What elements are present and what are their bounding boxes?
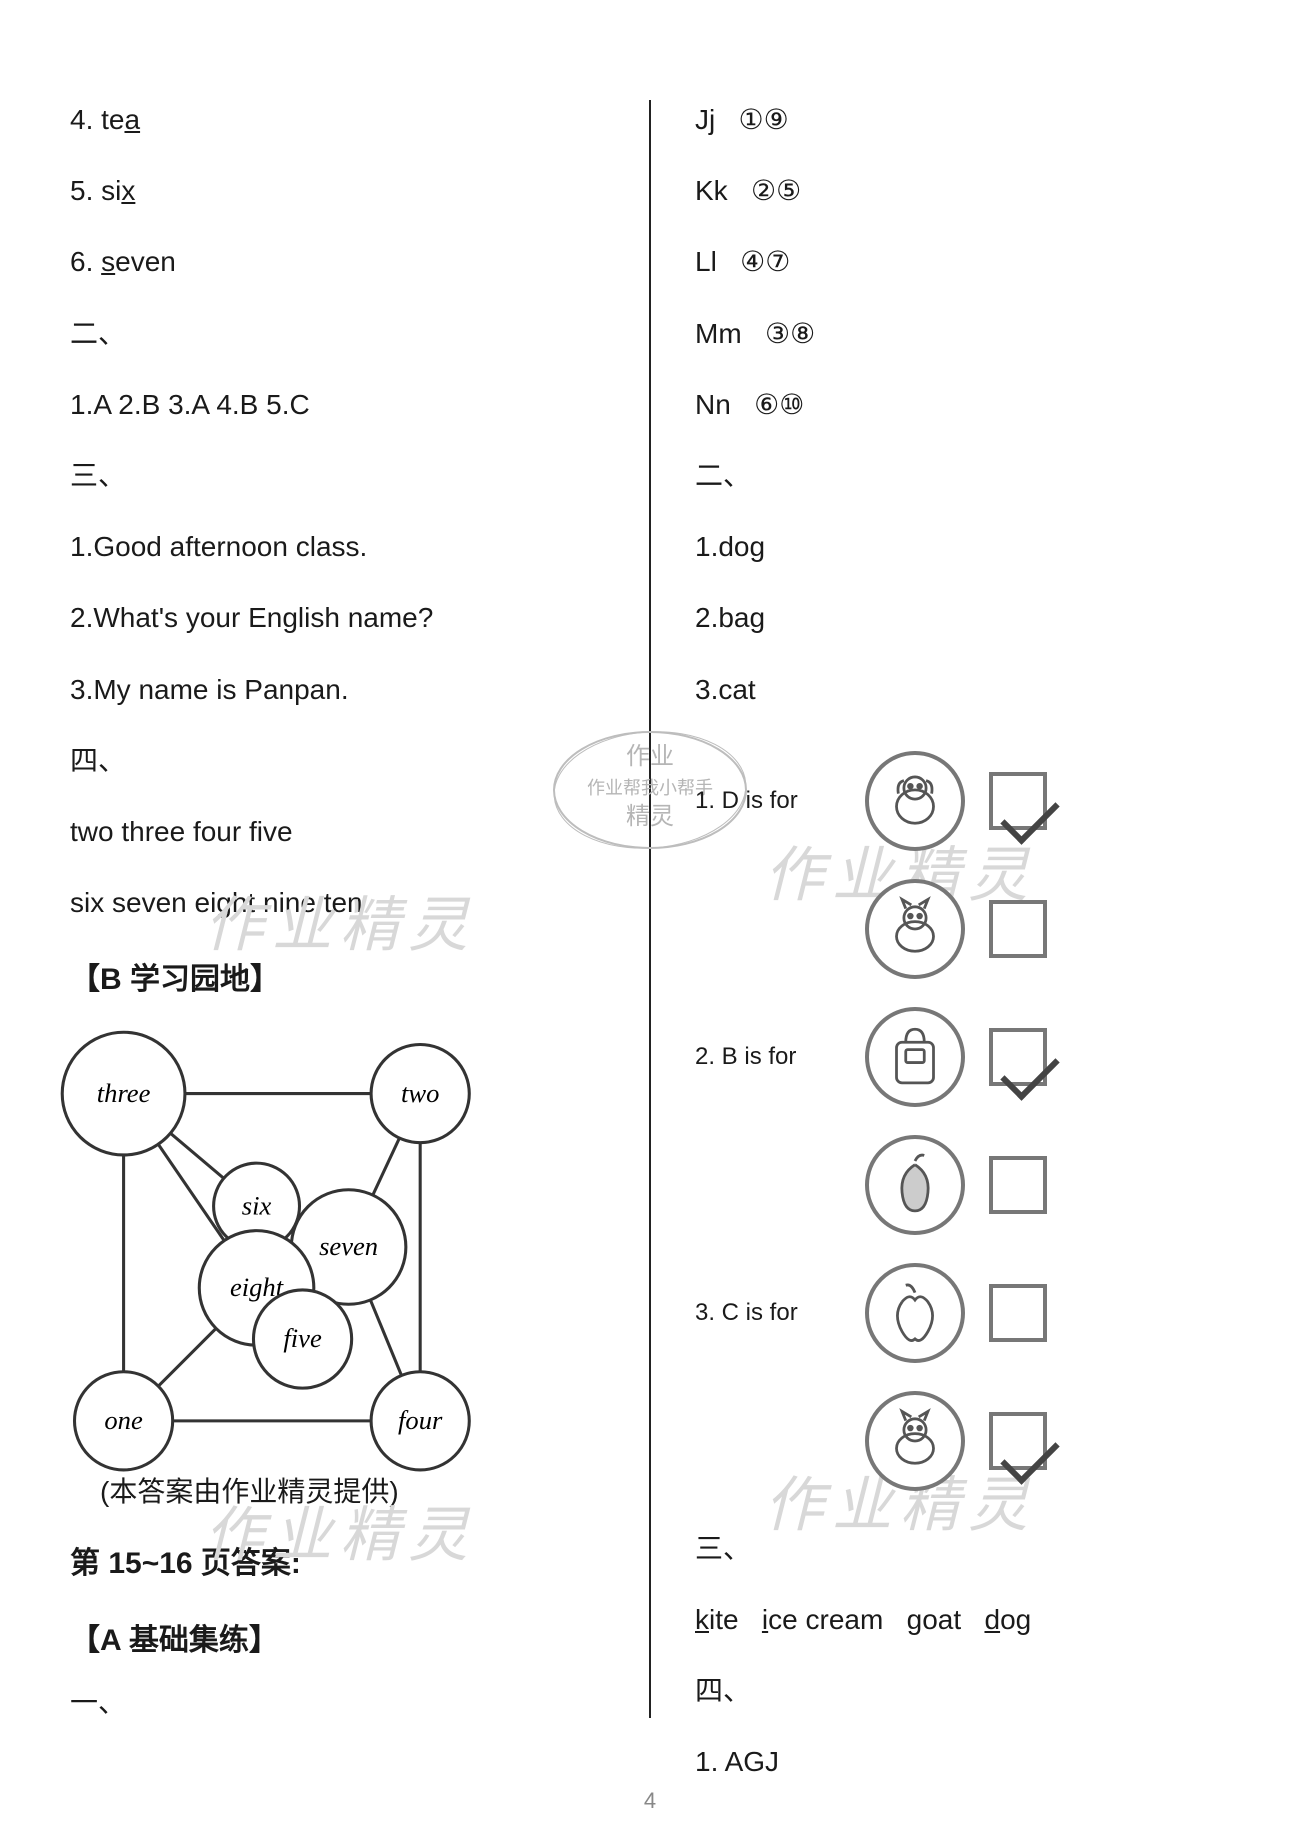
checkbox[interactable]	[989, 1028, 1047, 1086]
section-1-label: 一、	[70, 1683, 605, 1722]
apple-icon	[865, 1263, 965, 1363]
column-left: 4. tea 5. six 6. seven 二、 1.A 2.B 3.A 4.B …	[70, 100, 649, 1718]
svg-text:two: two	[401, 1078, 439, 1108]
r-section-4-label: 四、	[695, 1671, 1230, 1710]
page-number: 4	[644, 1788, 656, 1814]
cat-icon	[865, 1391, 965, 1491]
picture-label: 1. D is for	[695, 787, 865, 815]
page-answer-header: 第 15~16 页答案:	[70, 1543, 605, 1585]
section-4-line1: two three four five	[70, 812, 605, 851]
picture-row: 3. C is for	[695, 1253, 1230, 1373]
letter-pair: Jj ①⑨	[695, 100, 1230, 139]
svg-text:four: four	[398, 1405, 443, 1435]
cat-icon	[865, 879, 965, 979]
number-network-diagram: threetwosixseveneightfiveonefour	[52, 1022, 502, 1462]
r-section-4-line: 1. AGJ	[695, 1742, 1230, 1781]
r-sec2-item: 3.cat	[695, 670, 1230, 709]
sec3-line: 1.Good afternoon class.	[70, 527, 605, 566]
picture-row	[695, 1125, 1230, 1245]
section-3-label: 三、	[70, 456, 605, 495]
checkbox[interactable]	[989, 1412, 1047, 1470]
section-b-heading: 【B 学习园地】	[70, 954, 605, 998]
svg-text:five: five	[283, 1323, 322, 1353]
vocab-item: 6. seven	[70, 242, 605, 281]
section-4-line2: six seven eight nine ten	[70, 883, 605, 922]
checkbox[interactable]	[989, 1156, 1047, 1214]
letter-pair: Kk ②⑤	[695, 171, 1230, 210]
checkbox[interactable]	[989, 772, 1047, 830]
svg-text:one: one	[104, 1405, 143, 1435]
checkbox[interactable]	[989, 1284, 1047, 1342]
picture-label: 2. B is for	[695, 1043, 865, 1071]
r-section-2-label: 二、	[695, 456, 1230, 495]
picture-label: 3. C is for	[695, 1299, 865, 1327]
provided-note: (本答案由作业精灵提供)	[70, 1472, 605, 1511]
picture-row	[695, 1381, 1230, 1501]
svg-text:three: three	[97, 1078, 151, 1108]
letter-pair: Ll ④⑦	[695, 242, 1230, 281]
letter-pair: Nn ⑥⑩	[695, 385, 1230, 424]
sec3-line: 3.My name is Panpan.	[70, 670, 605, 709]
picture-question-block: 1. D is for 2. B is for 3. C is for	[695, 741, 1230, 1501]
vocab-item: 4. tea	[70, 100, 605, 139]
picture-row: 1. D is for	[695, 741, 1230, 861]
section-a-heading: 【A 基础集练】	[70, 1615, 605, 1659]
picture-row	[695, 869, 1230, 989]
dog-icon	[865, 751, 965, 851]
vocab-item: 5. six	[70, 171, 605, 210]
bag-icon	[865, 1007, 965, 1107]
section-2-answers: 1.A 2.B 3.A 4.B 5.C	[70, 385, 605, 424]
r-section-3-label: 三、	[695, 1529, 1230, 1568]
column-right: Jj ①⑨ Kk ②⑤ Ll ④⑦ Mm ③⑧ Nn ⑥⑩ 二、 1.dog 2.bag 3…	[651, 100, 1230, 1718]
page: 4. tea 5. six 6. seven 二、 1.A 2.B 3.A 4.B …	[0, 0, 1300, 1778]
pear-icon	[865, 1135, 965, 1235]
sec3-line: 2.What's your English name?	[70, 598, 605, 637]
letter-pair: Mm ③⑧	[695, 314, 1230, 353]
r-section-3-line: kite ice cream goat dog	[695, 1600, 1230, 1639]
section-4-label: 四、	[70, 741, 605, 780]
picture-row: 2. B is for	[695, 997, 1230, 1117]
svg-text:six: six	[242, 1191, 272, 1221]
section-2-label: 二、	[70, 314, 605, 353]
checkbox[interactable]	[989, 900, 1047, 958]
r-sec2-item: 1.dog	[695, 527, 1230, 566]
r-sec2-item: 2.bag	[695, 598, 1230, 637]
svg-text:seven: seven	[319, 1231, 378, 1261]
